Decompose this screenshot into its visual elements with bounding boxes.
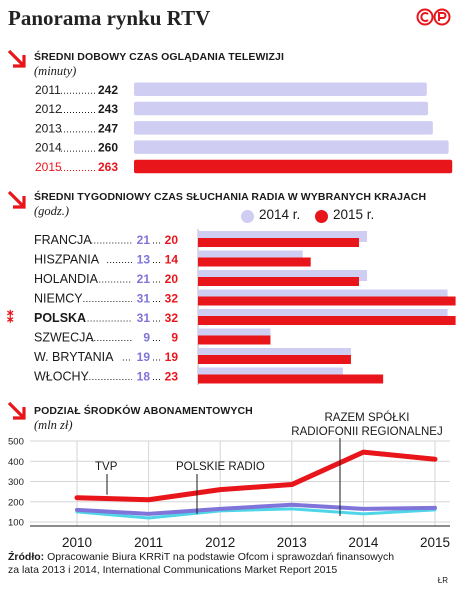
value-2014-label: 21 (137, 272, 151, 286)
y-tick-label: 300 (8, 477, 24, 488)
y-tick-label: 400 (8, 457, 24, 468)
value-2015-label: 32 (165, 292, 179, 306)
bar-2014-SZWECJA (198, 328, 271, 340)
section2-unit: (godz.) (34, 204, 70, 218)
y-tick-label: 100 (8, 518, 24, 529)
section1-unit: (minuty) (34, 64, 77, 78)
bar-2013 (134, 121, 433, 135)
source-label: Źródło: (8, 551, 45, 563)
bar-2014-HOLANDIA (198, 270, 368, 281)
country-label: POLSKA (34, 311, 86, 325)
bar-2015-WŁOCHY (198, 374, 384, 384)
source-note: Źródło: Opracowanie Biura KRRiT na podst… (8, 551, 408, 577)
section3-title: Podział środków abonamentowych (34, 405, 253, 417)
series-line-1 (75, 502, 437, 516)
annotation-regional-radio-2: RADIOFONII REGIONALNEJ (291, 426, 442, 438)
value-label: 247 (98, 121, 118, 135)
country-label: NIEMCY (34, 292, 83, 306)
value-2014-label: 21 (137, 233, 151, 247)
bar-2015-W. BRYTANIA (198, 355, 351, 364)
x-tick-label: 2015 (420, 535, 450, 550)
x-tick-label: 2013 (277, 535, 307, 550)
value-2014-label: 9 (143, 331, 150, 345)
value-label: 243 (98, 102, 118, 116)
arrow-down-right-icon (7, 401, 26, 420)
bar-2014-FRANCJA (198, 231, 368, 242)
value-2014-label: 31 (137, 292, 151, 306)
series-line-0 (74, 449, 438, 503)
bar-2011 (134, 82, 427, 96)
value-2015-label: 20 (165, 272, 179, 286)
year-label: 2014 (35, 141, 62, 155)
legend-2014-marker (241, 210, 254, 223)
source-text: Opracowanie Biura KRRiT na podstawie Ofc… (8, 551, 395, 576)
bar-2014-W. BRYTANIA (198, 348, 351, 359)
value-2014-label: 13 (137, 253, 151, 267)
year-label: 2015 (35, 160, 62, 174)
legend-2015-label: 2015 r. (333, 207, 375, 222)
bar-2015-SZWECJA (198, 335, 271, 345)
y-tick-label: 500 (8, 437, 24, 448)
bar-2015-NIEMCY (198, 296, 456, 306)
page-title: Panorama rynku RTV (8, 6, 211, 30)
bar-2014-NIEMCY (198, 289, 448, 301)
bar-2015-FRANCJA (198, 238, 359, 247)
value-2015-label: 19 (165, 350, 179, 364)
legend-2014-label: 2014 r. (259, 207, 301, 222)
year-label: 2013 (35, 121, 62, 135)
value-label: 242 (98, 83, 118, 97)
annotation-tvp: TVP (95, 461, 118, 473)
value-2014-label: 19 (137, 350, 151, 364)
country-label: WŁOCHY (34, 370, 90, 384)
legend-2015-marker (315, 210, 328, 223)
y-tick-label: 200 (8, 497, 24, 508)
value-2014-label: 18 (137, 370, 151, 384)
value-2015-label: 32 (165, 311, 179, 325)
value-2015-label: 9 (171, 331, 178, 345)
x-tick-label: 2010 (62, 535, 92, 550)
value-label: 260 (98, 141, 118, 155)
x-tick-label: 2011 (134, 535, 163, 550)
country-label: SZWECJA (34, 331, 94, 345)
bar-2015 (134, 159, 453, 174)
annotation-polish-radio: POLSKIE RADIO (176, 461, 265, 473)
bar-2015-HISZPANIA (198, 257, 311, 267)
year-label: 2011 (35, 83, 61, 97)
bar-2015-HOLANDIA (198, 277, 359, 286)
value-2015-label: 14 (165, 253, 179, 267)
bar-2012 (134, 101, 429, 116)
section2-title: Średni tygodniowy czas słuchania radia w… (34, 191, 427, 203)
country-label: FRANCJA (34, 233, 92, 247)
x-tick-label: 2012 (205, 535, 235, 550)
bar-2015-POLSKA (198, 316, 456, 325)
bar-2014-POLSKA (198, 309, 448, 320)
bar-2014-HISZPANIA (198, 250, 303, 262)
country-label: HOLANDIA (34, 272, 99, 286)
author-signature: ŁR (437, 576, 448, 585)
highlight-marker-icon: ⁑ (7, 310, 14, 325)
value-2015-label: 20 (165, 233, 179, 247)
arrow-down-right-icon (7, 190, 26, 209)
section3-unit: (mln zł) (34, 418, 73, 432)
value-2015-label: 23 (165, 370, 179, 384)
series-line-2 (75, 507, 437, 520)
country-label: W. BRYTANIA (34, 350, 114, 364)
bar-2014-WŁOCHY (198, 367, 343, 379)
country-label: HISZPANIA (34, 253, 100, 267)
bar-2014 (134, 140, 449, 154)
logo-icon (416, 8, 451, 26)
annotation-regional-radio-1: RAZEM SPÓŁKI (325, 411, 410, 424)
x-tick-label: 2014 (348, 535, 379, 550)
value-label: 263 (98, 160, 118, 174)
value-2014-label: 31 (137, 311, 151, 325)
year-label: 2012 (35, 102, 62, 116)
section1-title: Średni dobowy czas oglądania telewizji (34, 51, 284, 63)
arrow-down-right-icon (7, 49, 26, 68)
